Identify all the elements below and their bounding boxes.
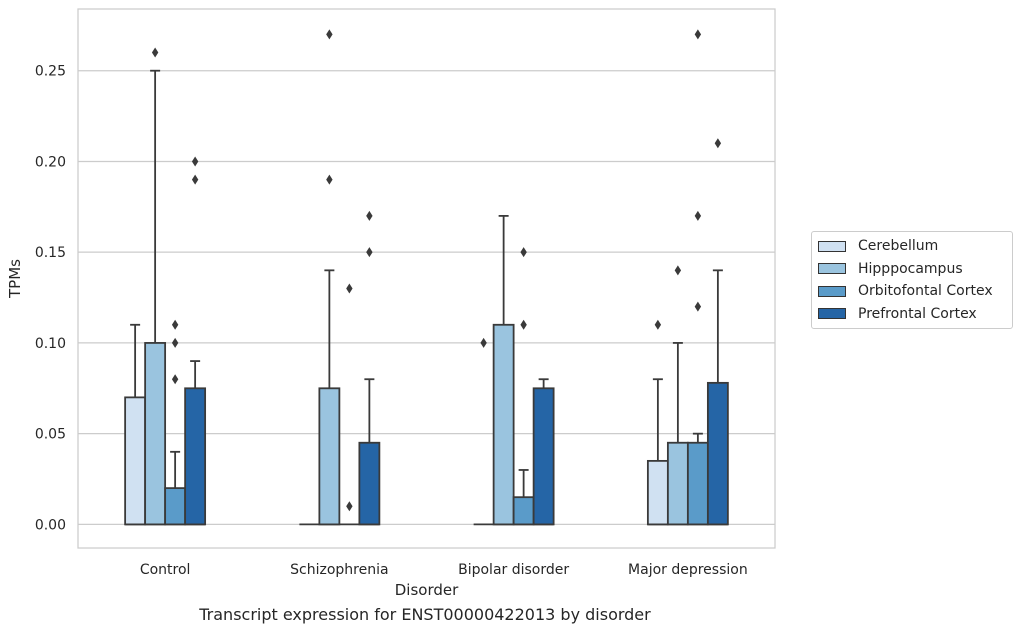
outlier-point: [694, 301, 702, 312]
box: [646, 459, 669, 526]
outlier-point: [171, 337, 179, 348]
box: [532, 387, 555, 526]
legend-label: Hipppocampus: [858, 260, 963, 277]
legend-swatch: [818, 285, 846, 297]
legend-item: Prefrontal Cortex: [812, 303, 1012, 326]
box-prefrontal-cortex: [358, 210, 381, 526]
box-hipppocampus: [492, 214, 515, 526]
outlier-point: [366, 247, 373, 258]
box: [512, 496, 535, 526]
plot-marks: [124, 29, 729, 526]
box-orbitofontal-cortex: [686, 29, 709, 526]
plot-frame: [77, 8, 776, 549]
box: [706, 381, 729, 526]
box-prefrontal-cortex: [532, 378, 555, 526]
outlier-point: [694, 29, 702, 40]
y-tick-label: 0.05: [35, 427, 66, 443]
box-orbitofontal-cortex: [339, 283, 360, 526]
figure-caption: Transcript expression for ENST0000042201…: [199, 605, 651, 624]
box-cerebellum: [124, 323, 147, 526]
y-tick-label: 0.25: [35, 64, 66, 80]
x-tick-label: Major depression: [628, 562, 748, 578]
box-hipppocampus: [318, 29, 341, 526]
x-tick-label: Control: [140, 562, 191, 578]
box: [358, 441, 381, 526]
box: [144, 342, 167, 526]
outlier-point: [366, 210, 373, 221]
y-tick-label: 0.20: [35, 154, 66, 170]
box-cerebellum: [473, 337, 494, 526]
x-tick-label: Bipolar disorder: [458, 562, 569, 578]
x-tick-labels: Control Schizophrenia Bipolar disorder Majo…: [140, 562, 748, 578]
legend-item: Hipppocampus: [812, 258, 1012, 281]
outlier-point: [520, 319, 527, 330]
outlier-point: [714, 138, 722, 149]
y-tick-label: 0.10: [35, 336, 66, 352]
box-prefrontal-cortex: [706, 138, 729, 526]
y-tick-labels: 0.00 0.05 0.10 0.15 0.20 0.25: [35, 64, 66, 534]
outlier-point: [480, 337, 487, 348]
outlier-point: [674, 265, 682, 276]
y-tick-label: 0.00: [35, 517, 66, 533]
legend-item: Orbitofontal Cortex: [812, 280, 1012, 303]
legend-swatch: [818, 263, 846, 275]
box-orbitofontal-cortex: [512, 247, 535, 526]
box: [686, 441, 709, 526]
box-hipppocampus: [144, 47, 167, 526]
outlier-point: [346, 283, 353, 294]
outlier-point: [326, 29, 333, 40]
x-axis-label: Disorder: [395, 581, 459, 599]
box: [318, 387, 341, 526]
box-prefrontal-cortex: [184, 156, 207, 526]
box: [124, 396, 147, 526]
y-axis-label: TPMs: [6, 259, 24, 299]
outlier-point: [171, 374, 179, 385]
outlier-point: [654, 319, 662, 330]
outlier-point: [191, 174, 199, 185]
outlier-point: [171, 319, 179, 330]
outlier-point: [326, 174, 333, 185]
box: [184, 387, 207, 526]
y-tick-label: 0.15: [35, 245, 66, 261]
box-hipppocampus: [666, 265, 689, 526]
legend-label: Orbitofontal Cortex: [858, 283, 993, 300]
box-orbitofontal-cortex: [164, 319, 187, 526]
outlier-point: [694, 210, 702, 221]
legend-item: Cerebellum: [812, 235, 1012, 258]
x-tick-label: Schizophrenia: [290, 562, 388, 578]
outlier-point: [520, 247, 527, 258]
outlier-point: [346, 501, 353, 512]
outlier-point: [191, 156, 199, 167]
legend-swatch: [818, 308, 846, 320]
chart-legend: Cerebellum Hipppocampus Orbitofontal Corte…: [811, 231, 1013, 329]
legend-label: Prefrontal Cortex: [858, 305, 977, 322]
legend-swatch: [818, 240, 846, 252]
legend-label: Cerebellum: [858, 238, 939, 255]
box-cerebellum: [646, 319, 669, 526]
box: [666, 441, 689, 526]
box: [492, 323, 515, 526]
box: [164, 487, 187, 526]
outlier-point: [151, 47, 159, 58]
